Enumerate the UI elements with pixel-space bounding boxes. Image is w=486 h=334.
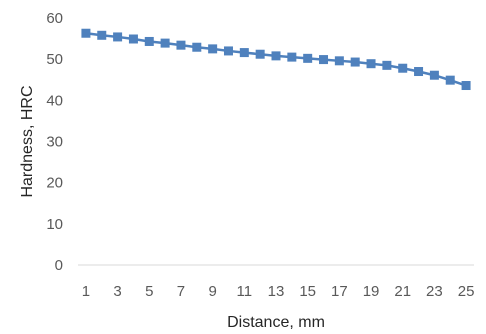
x-tick-label: 25	[458, 283, 475, 300]
data-point-marker	[350, 57, 360, 67]
data-point-marker	[223, 46, 233, 56]
x-tick-label: 9	[208, 283, 216, 300]
data-point-marker	[445, 75, 455, 85]
y-axis-ticks: 0 10 20 30 40 50 60	[46, 10, 63, 274]
y-tick-label: 20	[46, 175, 63, 192]
y-tick-label: 10	[46, 216, 63, 233]
data-point-marker	[239, 48, 249, 58]
data-point-marker	[81, 28, 91, 38]
data-point-marker	[429, 70, 439, 80]
x-tick-label: 21	[394, 283, 411, 300]
data-point-marker	[366, 59, 376, 69]
data-point-marker	[461, 81, 471, 91]
data-point-marker	[113, 32, 123, 42]
data-point-marker	[208, 44, 218, 54]
y-tick-label: 0	[55, 257, 63, 274]
data-point-marker	[287, 52, 297, 62]
x-tick-label: 7	[177, 283, 185, 300]
data-point-marker	[382, 60, 392, 70]
data-point-marker	[271, 51, 281, 61]
data-point-marker	[319, 55, 329, 65]
y-tick-label: 60	[46, 10, 63, 27]
data-point-marker	[128, 34, 138, 44]
y-axis-title: Hardness, HRC	[19, 85, 36, 197]
x-tick-label: 13	[268, 283, 285, 300]
x-tick-label: 15	[299, 283, 316, 300]
data-point-marker	[144, 36, 154, 46]
x-axis-title: Distance, mm	[227, 314, 325, 331]
data-point-marker	[176, 40, 186, 50]
x-axis-ticks: 1 3 5 7 9 11 13 15 17 19 21 23 25	[82, 283, 475, 300]
x-tick-label: 5	[145, 283, 153, 300]
x-tick-label: 23	[426, 283, 443, 300]
series-markers	[81, 28, 471, 91]
x-tick-label: 11	[237, 283, 253, 300]
y-tick-label: 50	[46, 51, 63, 68]
x-tick-label: 19	[363, 283, 380, 300]
data-point-marker	[160, 38, 170, 48]
data-point-marker	[398, 63, 408, 73]
y-tick-label: 30	[46, 134, 63, 151]
y-tick-label: 40	[46, 92, 63, 109]
x-tick-label: 3	[113, 283, 121, 300]
data-point-marker	[192, 42, 202, 52]
data-point-marker	[334, 56, 344, 66]
data-point-marker	[303, 53, 313, 63]
data-point-marker	[97, 30, 107, 40]
data-point-marker	[255, 49, 265, 59]
x-tick-label: 17	[331, 283, 348, 300]
data-point-marker	[414, 67, 424, 77]
x-tick-label: 1	[82, 283, 90, 300]
